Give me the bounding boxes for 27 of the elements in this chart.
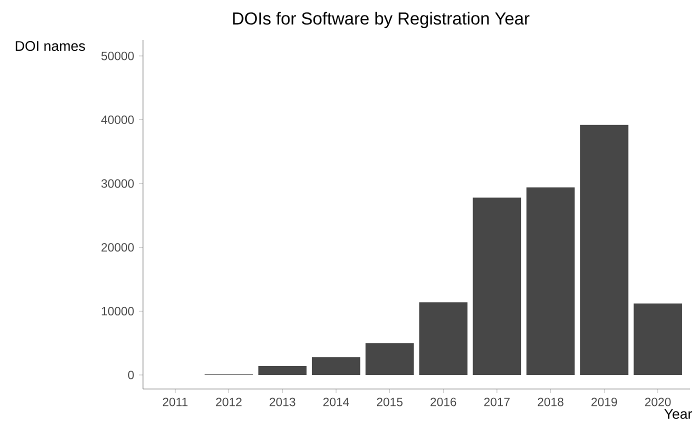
x-tick-label: 2015 [376,398,403,406]
x-tick-label: 2012 [216,398,242,406]
y-tick-label: 10000 [102,306,134,316]
y-tick-label: 40000 [101,115,134,124]
y-tick-label: 50000 [101,52,134,60]
y-tick-label: 0 [128,370,134,380]
bar [366,342,414,375]
bar [312,356,360,375]
bar [419,302,468,375]
x-tick-label: 2019 [591,398,617,406]
x-tick-label: 2018 [538,398,564,406]
x-axis-title: Year [664,408,692,419]
chart-title: DOIs for Software by Registration Year [233,12,530,28]
x-tick-label: 2013 [270,398,296,406]
bar [258,366,307,375]
y-tick-label: 30000 [101,179,134,188]
bar [526,187,575,375]
x-tick-label: 2017 [484,398,510,406]
bar [580,124,628,375]
x-tick-label: 2014 [323,398,350,406]
x-tick-label: 2020 [645,398,671,406]
y-axis-title: DOI names [16,40,85,51]
bar [472,197,522,375]
bar [634,303,682,375]
x-tick-label: 2016 [430,398,456,406]
x-tick-label: 2011 [162,398,188,406]
y-tick-label: 20000 [102,242,134,252]
